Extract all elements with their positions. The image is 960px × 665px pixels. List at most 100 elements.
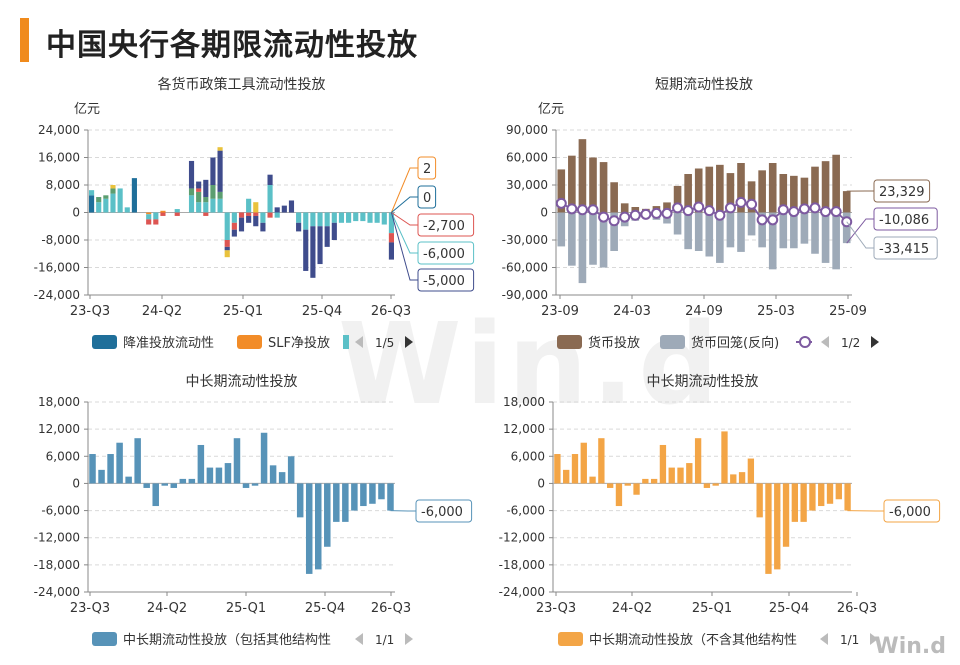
legend-label: 中长期流动性投放（包括其他结构性 xyxy=(123,632,331,648)
legend-prev-icon[interactable] xyxy=(821,336,829,348)
bar xyxy=(811,166,819,213)
bar xyxy=(800,177,809,213)
callout-box xyxy=(417,241,475,265)
bar xyxy=(203,212,209,216)
bar xyxy=(152,483,159,507)
bar xyxy=(346,212,352,223)
bar xyxy=(557,212,566,247)
bar xyxy=(188,188,195,196)
legend-prev-icon[interactable] xyxy=(820,633,828,645)
y-tick-label: 30,000 xyxy=(506,178,548,192)
legend-next-icon[interactable] xyxy=(871,336,879,348)
y-tick-label: -24,000 xyxy=(34,288,80,302)
legend-pager[interactable]: 1/2 xyxy=(821,336,879,350)
legend-pager[interactable]: 1/5 xyxy=(355,336,413,350)
legend-label: 货币回笼(反向) xyxy=(691,335,779,351)
callout-value: -5,000 xyxy=(423,274,465,289)
x-tick-label: 25-Q1 xyxy=(223,304,263,319)
net-point xyxy=(650,207,662,219)
bar xyxy=(267,174,273,185)
net-point xyxy=(661,207,673,219)
legend-next-icon[interactable] xyxy=(405,633,413,645)
bar xyxy=(324,212,330,227)
bar xyxy=(598,438,605,484)
bar xyxy=(721,431,728,484)
y-tick-label: -30,000 xyxy=(502,233,548,247)
bar xyxy=(821,161,830,213)
legend-next-icon[interactable] xyxy=(405,336,413,348)
net-point xyxy=(619,211,631,223)
wind-logo: Win.d xyxy=(874,634,946,659)
bar xyxy=(210,198,216,213)
bar xyxy=(726,212,735,248)
net-point xyxy=(809,202,821,214)
bar xyxy=(388,242,395,260)
bar xyxy=(224,240,230,247)
bar xyxy=(684,174,692,213)
bar xyxy=(387,483,394,511)
bar xyxy=(677,467,684,484)
bar xyxy=(342,483,349,522)
bar xyxy=(269,465,277,484)
bar xyxy=(353,212,359,222)
bar xyxy=(197,444,205,484)
bar xyxy=(659,444,667,484)
bar xyxy=(278,472,286,484)
net-point xyxy=(608,215,620,227)
net-point xyxy=(788,206,800,218)
net-point xyxy=(672,202,684,214)
legend-next-icon[interactable] xyxy=(870,633,878,645)
bar xyxy=(388,233,395,243)
callout-value: 23,329 xyxy=(879,185,925,200)
bar xyxy=(246,198,252,213)
bar xyxy=(610,182,618,213)
net-point xyxy=(587,204,599,216)
bar xyxy=(642,478,649,484)
bar xyxy=(146,219,152,225)
legend-pager[interactable]: 1/1 xyxy=(820,633,878,647)
bar xyxy=(779,174,788,213)
bar xyxy=(568,212,576,266)
bar xyxy=(800,212,809,244)
bar xyxy=(274,212,280,218)
y-tick-label: 18,000 xyxy=(503,395,545,409)
bar xyxy=(324,226,330,247)
bar xyxy=(107,454,114,484)
bar xyxy=(747,458,755,484)
legend-pager[interactable]: 1/1 xyxy=(355,633,413,647)
bar xyxy=(238,212,245,218)
bar xyxy=(153,219,159,225)
x-tick-label: 26-Q3 xyxy=(837,601,877,616)
bar xyxy=(153,212,159,220)
bar xyxy=(160,210,166,213)
y-tick-label: 12,000 xyxy=(503,422,545,436)
legend-prev-icon[interactable] xyxy=(355,633,363,645)
callout-value: 0 xyxy=(423,191,431,206)
x-tick-label: 24-09 xyxy=(685,304,723,319)
x-tick-label: 25-Q4 xyxy=(769,601,809,616)
bar xyxy=(554,454,561,484)
callout-box xyxy=(873,236,938,260)
bar xyxy=(650,478,658,484)
callout-leader xyxy=(846,218,874,244)
y-tick-label: -18,000 xyxy=(34,558,80,572)
callout-value: -10,086 xyxy=(879,213,929,228)
bar xyxy=(224,246,230,251)
bar xyxy=(89,454,96,484)
callout-leader xyxy=(391,196,418,213)
legend-swatch xyxy=(92,335,117,349)
bar xyxy=(96,202,102,213)
bar xyxy=(842,191,851,213)
bar xyxy=(686,463,693,484)
bar xyxy=(196,181,202,189)
x-tick-label: 25-Q4 xyxy=(302,304,342,319)
bar xyxy=(296,212,302,223)
callout-box xyxy=(417,185,437,209)
net-point xyxy=(777,204,789,216)
legend-prev-icon[interactable] xyxy=(355,336,363,348)
net-point xyxy=(566,203,578,215)
callout-value: -6,000 xyxy=(421,505,463,520)
net-point xyxy=(555,197,567,209)
bar xyxy=(103,195,109,199)
